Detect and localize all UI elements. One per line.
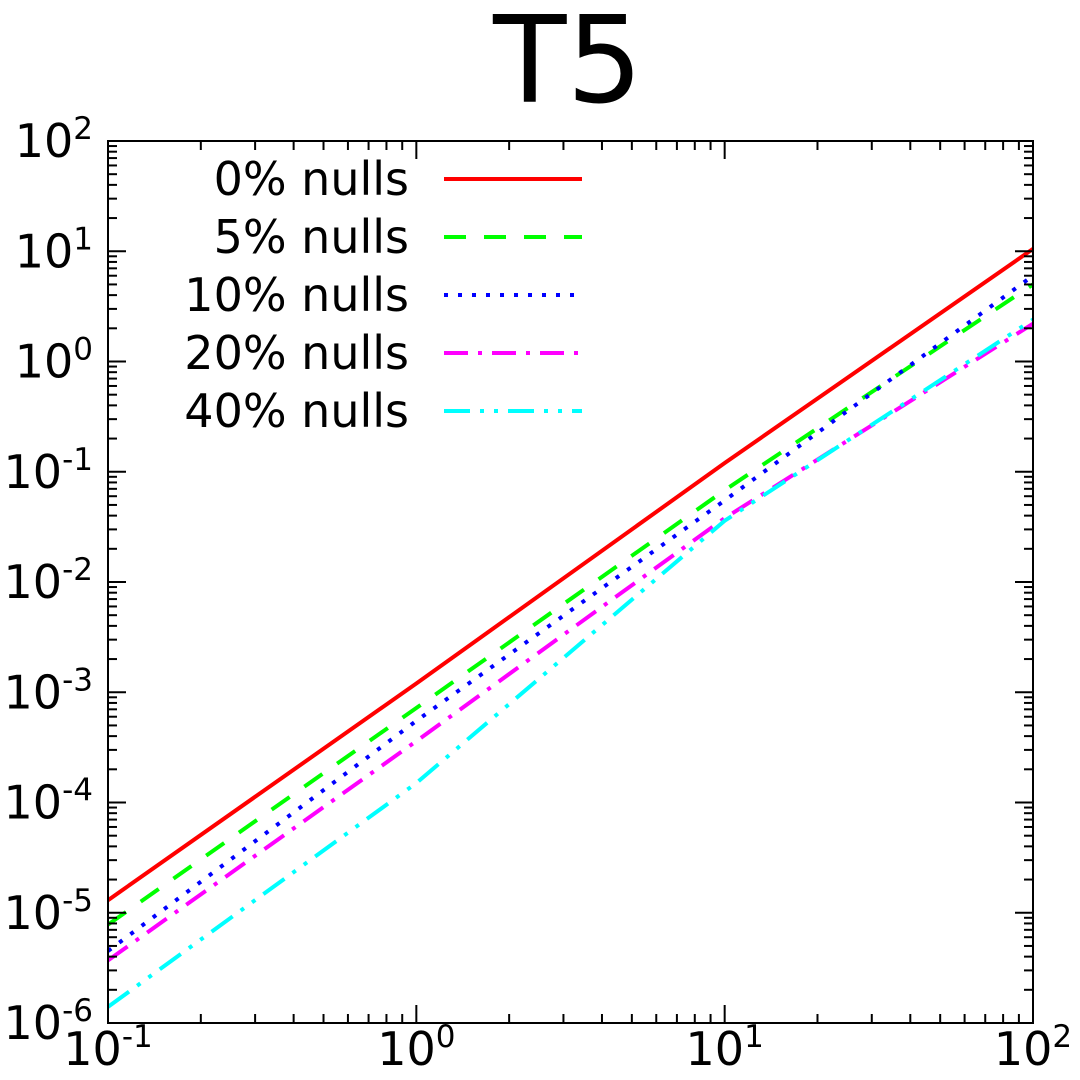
y-tick-label: 100 <box>15 332 93 389</box>
legend-label-40pct-nulls: 40% nulls <box>184 384 409 438</box>
legend-label-0pct-nulls: 0% nulls <box>214 152 409 206</box>
legend-label-10pct-nulls: 10% nulls <box>184 268 409 322</box>
series-line-10pct-nulls <box>106 274 1035 953</box>
series-line-0pct-nulls <box>106 247 1035 902</box>
series-line-40pct-nulls <box>106 317 1035 1009</box>
y-tick-label: 10-6 <box>4 993 93 1050</box>
y-tick-label: 10-5 <box>4 883 93 940</box>
y-tick-label: 102 <box>15 111 93 168</box>
x-tick-label: 10-1 <box>63 1019 152 1076</box>
y-tick-label: 10-2 <box>4 552 93 609</box>
chart-title: T5 <box>492 0 643 131</box>
axis-layer: 10-1 100 101 102 10-6 10-5 10-4 10-3 10-2 10-1 100… <box>4 111 1073 1076</box>
legend-label-5pct-nulls: 5% nulls <box>214 210 409 264</box>
x-tick-label: 102 <box>994 1019 1072 1076</box>
series-layer <box>106 247 1035 1009</box>
x-tick-label: 101 <box>686 1019 764 1076</box>
series-line-5pct-nulls <box>106 282 1035 927</box>
legend-label-20pct-nulls: 20% nulls <box>184 326 409 380</box>
y-tick-label: 101 <box>15 221 93 278</box>
y-tick-label: 10-4 <box>4 773 93 830</box>
y-tick-label: 10-1 <box>4 442 93 499</box>
y-tick-label: 10-3 <box>4 662 93 719</box>
x-tick-label: 100 <box>377 1019 455 1076</box>
